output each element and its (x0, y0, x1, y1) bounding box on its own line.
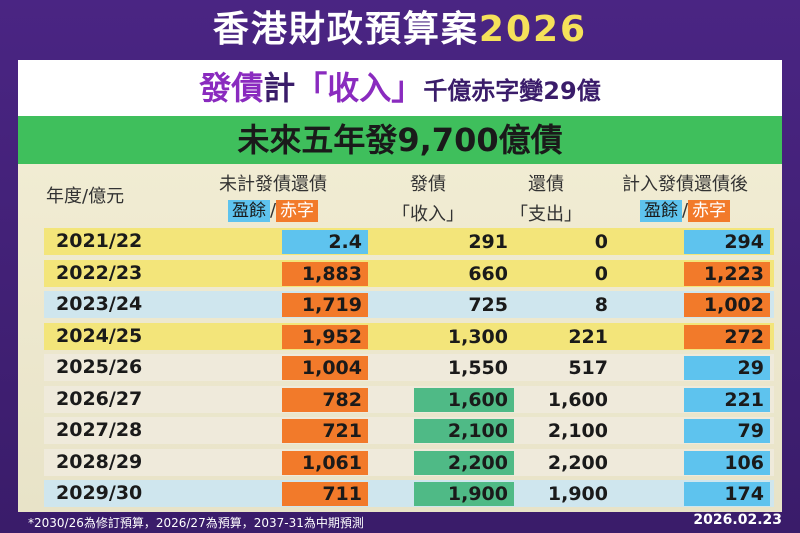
balance-after-cell: 1,223 (684, 261, 770, 286)
subtitle-b: 計 (263, 69, 296, 107)
balance-after-cell: 79 (684, 419, 770, 443)
balance-after-cell: 1,002 (684, 293, 770, 317)
balance-before-cell: 1,719 (282, 293, 368, 317)
col-header-after-label: 計入發債還債後 (622, 174, 748, 195)
subtitle: 發債計「收入」千億赤字變29億 (18, 60, 782, 116)
balance-before-cell: 1,883 (282, 261, 368, 286)
slash: / (269, 200, 277, 221)
surplus-tag: 盈餘 (639, 200, 682, 222)
repayment-cell: 517 (568, 357, 608, 379)
col-header-before-label: 未計發債還債 (219, 174, 327, 195)
bond-income-cell: 660 (468, 262, 508, 285)
row-year: 2025/26 (56, 356, 143, 378)
row-year: 2023/24 (56, 293, 143, 315)
bond-income-cell: 1,300 (447, 325, 508, 348)
balance-before-cell: 782 (282, 387, 368, 412)
col-header-repay-l1: 還債 (528, 174, 564, 195)
repayment-cell: 1,900 (547, 483, 608, 505)
col-header-bond-l1: 發債 (410, 174, 446, 195)
bond-income-cell: 1,900 (414, 482, 514, 506)
bond-income-cell: 1,550 (447, 357, 508, 379)
repayment-cell: 221 (568, 325, 608, 348)
title-year: 2026 (478, 9, 588, 50)
bond-income-cell: 2,200 (414, 450, 514, 475)
highlight-band: 未來五年發9,700億債 (18, 116, 782, 164)
balance-after-cell: 29 (684, 356, 770, 380)
deficit-tag: 赤字 (276, 200, 319, 222)
slash: / (681, 200, 689, 221)
subtitle-d: 千億赤字變29億 (423, 77, 601, 105)
repayment-cell: 2,100 (547, 420, 608, 442)
row-year: 2024/25 (56, 324, 143, 347)
balance-after-cell: 221 (684, 387, 770, 412)
table-row: 2027/28 721 2,100 2,100 79 (44, 417, 774, 444)
repayment-cell: 1,600 (547, 388, 608, 411)
row-year: 2026/27 (56, 387, 143, 410)
balance-before-cell: 711 (282, 482, 368, 506)
repayment-cell: 2,200 (547, 451, 608, 474)
repayment-cell: 8 (594, 294, 608, 316)
balance-after-cell: 106 (684, 450, 770, 475)
balance-before-cell: 721 (282, 419, 368, 443)
repayment-cell: 0 (594, 262, 608, 285)
balance-after-cell: 294 (684, 230, 770, 254)
data-table: 年度/億元 未計發債還債 盈餘 / 赤字 發債 「收入」 還債 「支出」 計入發債還… (18, 164, 782, 512)
col-header-repay-l2: 「支出」 (510, 204, 582, 225)
balance-before-cell: 1,952 (282, 324, 368, 349)
title-main: 香港財政預算案 (212, 9, 479, 50)
bond-income-cell: 291 (468, 231, 508, 253)
balance-before-cell: 2.4 (282, 230, 368, 254)
bond-income-cell: 725 (468, 294, 508, 316)
table-row: 2023/24 1,719 725 8 1,002 (44, 291, 774, 318)
bond-income-cell: 1,600 (414, 387, 514, 412)
bond-income-cell: 2,100 (414, 419, 514, 443)
row-year: 2021/22 (56, 230, 143, 252)
table-row: 2022/23 1,883 660 0 1,223 (44, 259, 774, 287)
col-header-bond: 發債 「收入」 (378, 170, 478, 226)
row-year: 2029/30 (56, 482, 143, 504)
deficit-tag: 赤字 (688, 200, 731, 222)
table-row: 2028/29 1,061 2,200 2,200 106 (44, 448, 774, 476)
row-year: 2022/23 (56, 261, 143, 284)
balance-after-cell: 174 (684, 482, 770, 506)
table-row: 2025/26 1,004 1,550 517 29 (44, 354, 774, 381)
band-text: 未來五年發9,700億債 (237, 121, 563, 159)
table-row: 2029/30 711 1,900 1,900 174 (44, 480, 774, 507)
subtitle-panel: 發債計「收入」千億赤字變29億 (18, 60, 782, 116)
subtitle-a: 發債 (199, 69, 264, 107)
col-header-year: 年度/億元 (46, 186, 125, 207)
row-year: 2028/29 (56, 450, 143, 473)
repayment-cell: 0 (594, 231, 608, 253)
col-header-after-tags: 盈餘 / 赤字 (600, 200, 770, 222)
date-stamp: 2026.02.23 (693, 512, 782, 528)
balance-after-cell: 272 (684, 324, 770, 349)
balance-before-cell: 1,061 (282, 450, 368, 475)
surplus-tag: 盈餘 (227, 200, 270, 222)
footnote: *2030/26為修訂預算，2026/27為預算，2037-31為中期預測 (28, 516, 364, 530)
table-row: 2026/27 782 1,600 1,600 221 (44, 385, 774, 413)
col-header-before-tags: 盈餘 / 赤字 (198, 200, 348, 222)
col-header-repay: 還債 「支出」 (496, 170, 596, 226)
col-header-bond-l2: 「收入」 (392, 204, 464, 225)
table-row: 2021/22 2.4 291 0 294 (44, 228, 774, 255)
subtitle-c: 「收入」 (295, 69, 424, 107)
table-row: 2024/25 1,952 1,300 221 272 (44, 322, 774, 350)
page-title: 香港財政預算案2026 (0, 4, 800, 56)
row-year: 2027/28 (56, 419, 143, 441)
col-header-before: 未計發債還債 盈餘 / 赤字 (198, 170, 348, 222)
balance-before-cell: 1,004 (282, 356, 368, 380)
col-header-after: 計入發債還債後 盈餘 / 赤字 (600, 170, 770, 222)
